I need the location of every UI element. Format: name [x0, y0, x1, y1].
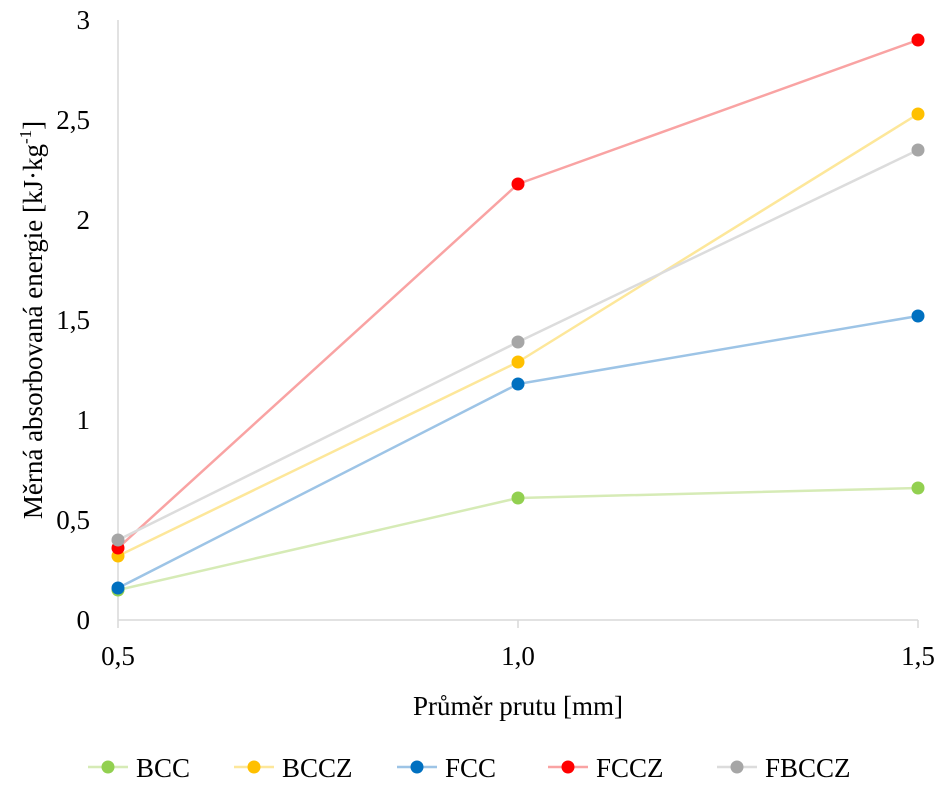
axes: 0 0,5 1 1,5 2 2,5 3 0,5 1,0 1,5	[56, 5, 935, 671]
series-line-fccz	[117, 38, 919, 549]
y-tick-label: 2	[77, 205, 91, 235]
data-point-fcc	[911, 309, 925, 323]
axis-labels: Průměr prutu [mm] Měrná absorbovaná ener…	[16, 121, 623, 721]
x-tick-label: 1,0	[501, 641, 535, 671]
legend-item-fccz: FCCZ	[548, 753, 664, 783]
legend-item-bcc: BCC	[88, 753, 190, 783]
data-point-fccz	[511, 177, 525, 191]
legend-label: BCCZ	[282, 753, 353, 783]
data-point-bccz	[911, 107, 925, 121]
y-tick-label: 2,5	[56, 105, 90, 135]
data-point-bcc	[511, 491, 525, 505]
y-tick-label: 1,5	[56, 305, 90, 335]
data-point-bccz	[511, 355, 525, 369]
legend-label: FCC	[445, 753, 496, 783]
series-group	[111, 33, 925, 597]
legend-item-fbccz: FBCCZ	[717, 753, 851, 783]
y-tick-label: 3	[77, 5, 91, 35]
legend: BCC BCCZ FCC FCCZ FBCCZ	[88, 753, 851, 783]
legend-swatch-marker	[101, 760, 115, 774]
legend-label: BCC	[136, 753, 190, 783]
data-point-bcc	[911, 481, 925, 495]
legend-label: FCCZ	[596, 753, 664, 783]
legend-item-bccz: BCCZ	[234, 753, 353, 783]
data-point-fccz	[911, 33, 925, 47]
legend-swatch-marker	[730, 760, 744, 774]
y-tick-label: 1	[77, 405, 91, 435]
legend-label: FBCCZ	[765, 753, 851, 783]
y-axis-title-close: ]	[18, 121, 48, 130]
data-point-fcc	[511, 377, 525, 391]
legend-swatch-marker	[410, 760, 424, 774]
y-axis-title: Měrná absorbovaná energie [kJ·kg-1]	[16, 121, 48, 519]
data-point-fbccz	[511, 335, 525, 349]
legend-item-fcc: FCC	[397, 753, 496, 783]
y-tick-label: 0	[77, 605, 91, 635]
data-point-fbccz	[911, 143, 925, 157]
x-tick-label: 1,5	[901, 641, 935, 671]
x-tick-label: 0,5	[101, 641, 135, 671]
x-axis-title: Průměr prutu [mm]	[413, 691, 623, 721]
y-tick-label: 0,5	[56, 505, 90, 535]
y-axis-title-main: Měrná absorbovaná energie [kJ·kg	[18, 144, 48, 519]
data-point-fcc	[111, 581, 125, 595]
data-point-fbccz	[111, 533, 125, 547]
legend-swatch-marker	[247, 760, 261, 774]
legend-swatch-marker	[561, 760, 575, 774]
y-axis-title-superscript: -1	[16, 130, 35, 144]
